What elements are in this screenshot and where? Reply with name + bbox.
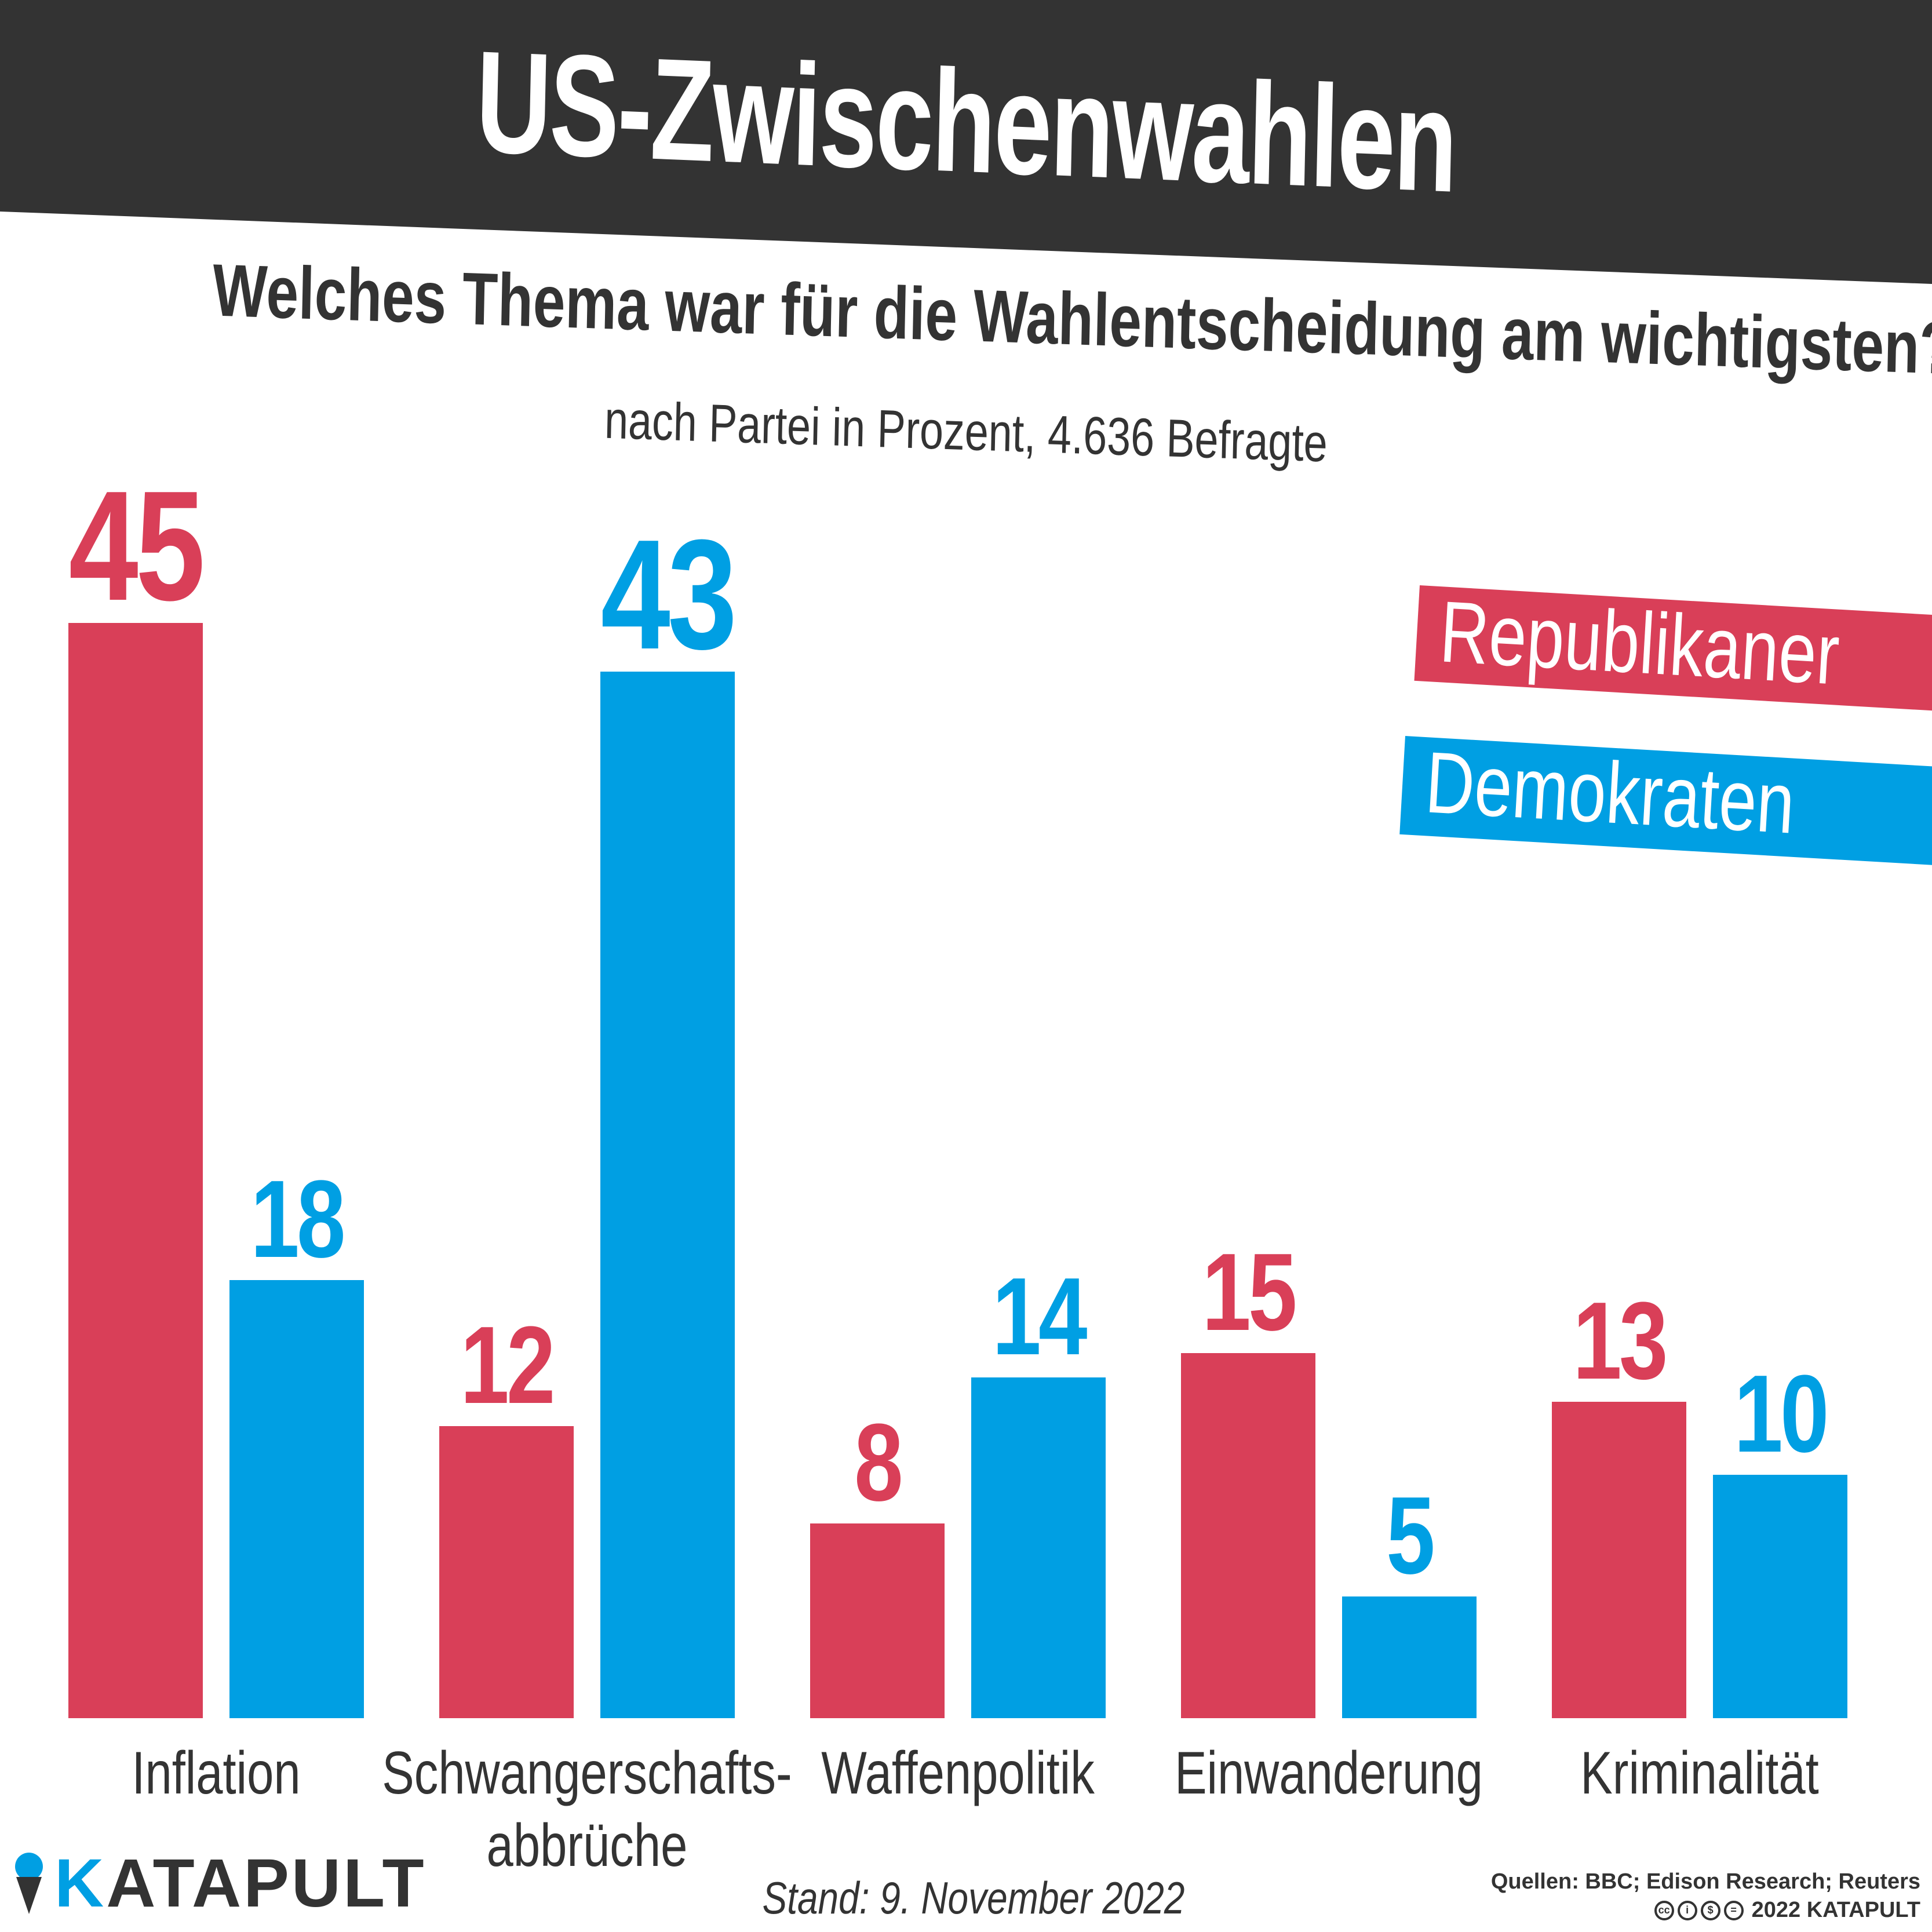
category-label-4: Kriminalität <box>1580 1739 1818 1806</box>
value-label-demokraten-2: 14 <box>992 1255 1087 1378</box>
bar-demokraten-3 <box>1342 1596 1477 1718</box>
logo-wordmark: ATAPULT <box>106 1845 427 1922</box>
bar-republikaner-1 <box>439 1426 574 1718</box>
bar-demokraten-2 <box>971 1377 1106 1718</box>
sources-note: Quellen: BBC; Edison Research; Reuters <box>1490 1869 1920 1894</box>
value-label-republikaner-2: 8 <box>854 1401 901 1524</box>
category-label-3: Einwanderung <box>1175 1739 1483 1806</box>
bar-republikaner-4 <box>1552 1402 1686 1718</box>
value-label-demokraten-0: 18 <box>250 1158 343 1281</box>
cc-nd-icon: = <box>1723 1900 1744 1920</box>
bar-republikaner-0 <box>68 623 203 1718</box>
cc-icon: cc <box>1654 1900 1674 1920</box>
category-label-2: Waffenpolitik <box>821 1739 1095 1806</box>
bar-republikaner-2 <box>810 1523 945 1718</box>
copyright-text: 2022 KATAPULT <box>1751 1898 1920 1922</box>
ice-cream-icon <box>15 1853 43 1914</box>
katapult-logo: K ATAPULT <box>12 1845 427 1922</box>
value-label-republikaner-0: 45 <box>69 458 203 633</box>
date-note: Stand: 9. November 2022 <box>762 1872 1185 1923</box>
legend-label-demokraten: Demokraten <box>1423 733 1798 852</box>
value-label-republikaner-3: 15 <box>1202 1231 1295 1354</box>
bar-republikaner-3 <box>1181 1353 1315 1718</box>
bar-demokraten-1 <box>600 672 735 1718</box>
title-banner <box>0 0 1932 284</box>
value-label-demokraten-1: 43 <box>601 507 735 681</box>
category-label-1: Schwangerschafts-abbrüche <box>382 1739 792 1879</box>
logo-letter-k: K <box>54 1845 107 1922</box>
value-label-demokraten-4: 10 <box>1734 1353 1826 1475</box>
cc-by-icon: i <box>1677 1900 1697 1920</box>
category-label-0: Inflation <box>132 1739 300 1806</box>
value-label-demokraten-3: 5 <box>1386 1474 1432 1597</box>
cc-nc-icon: $ <box>1700 1900 1720 1920</box>
license-row: cc i $ = 2022 KATAPULT <box>1654 1898 1920 1923</box>
value-label-republikaner-4: 13 <box>1573 1280 1665 1402</box>
bar-demokraten-0 <box>229 1280 364 1718</box>
bar-demokraten-4 <box>1713 1475 1847 1718</box>
value-label-republikaner-1: 12 <box>460 1304 552 1427</box>
